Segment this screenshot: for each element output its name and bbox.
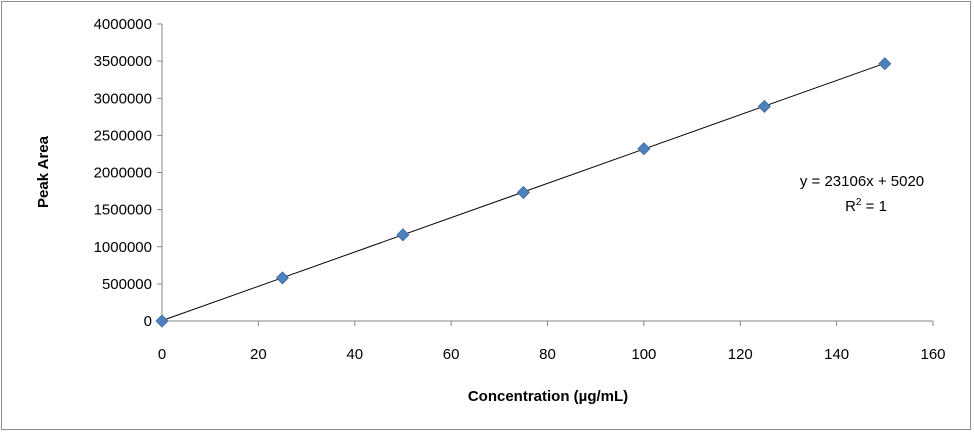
y-tick-label: 4000000	[94, 16, 152, 33]
x-tick-label: 20	[250, 346, 267, 363]
data-point	[396, 228, 410, 242]
y-tick-label: 2500000	[94, 127, 152, 144]
y-ticks: 0 500000 1000000 1500000 2000000 2500000 30000…	[94, 16, 162, 330]
y-tick-label: 500000	[102, 276, 152, 293]
y-tick-label: 2000000	[94, 165, 152, 182]
x-tick-label: 120	[728, 346, 753, 363]
data-point	[275, 271, 290, 285]
x-tick-label: 100	[631, 346, 656, 363]
x-axis-title: Concentration (µg/mL)	[468, 388, 628, 405]
y-tick-label: 1500000	[94, 202, 152, 219]
y-tick-label: 0	[144, 313, 152, 330]
y-tick-label: 3500000	[94, 53, 152, 70]
x-ticks: 0 20 40 60 80 100 120 140 160	[158, 321, 946, 363]
y-tick-label: 3000000	[94, 90, 152, 107]
y-axis-title: Peak Area	[35, 135, 52, 208]
trendline-equation: y = 23106x + 5020	[800, 173, 924, 190]
data-points	[155, 57, 892, 328]
x-tick-label: 0	[158, 346, 166, 363]
x-tick-label: 60	[443, 346, 460, 363]
data-point	[637, 142, 651, 156]
r-squared-label: R2 = 1	[845, 197, 887, 215]
data-point	[757, 99, 771, 113]
data-point	[878, 57, 892, 71]
data-point	[516, 185, 530, 200]
x-tick-label: 80	[539, 346, 556, 363]
x-tick-label: 160	[920, 346, 945, 363]
data-point	[155, 314, 169, 328]
y-tick-label: 1000000	[94, 239, 152, 256]
x-tick-label: 40	[346, 346, 363, 363]
x-tick-label: 140	[824, 346, 849, 363]
